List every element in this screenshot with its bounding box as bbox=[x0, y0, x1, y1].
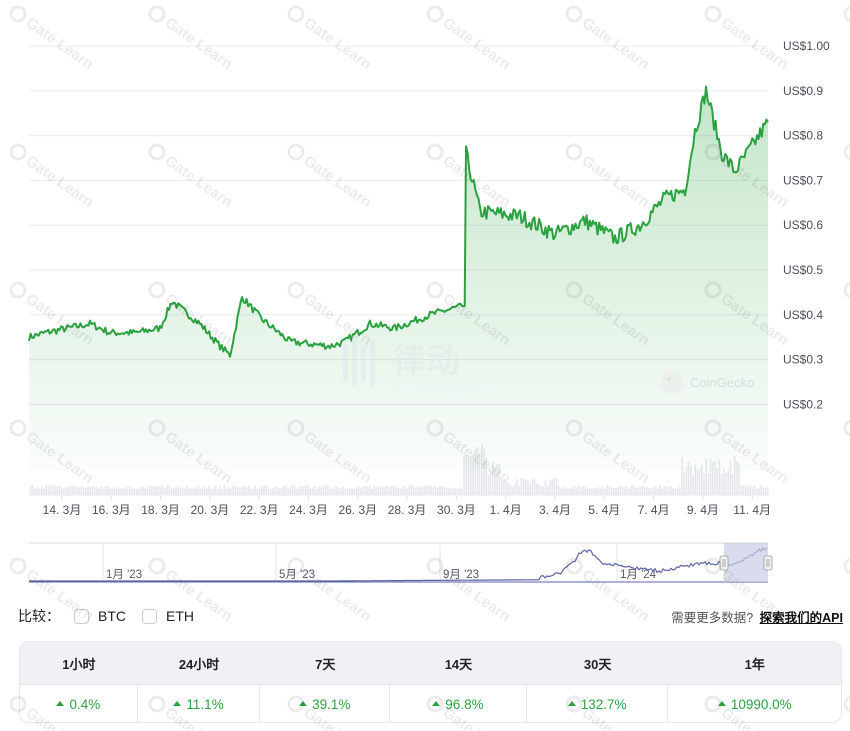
header-14d: 14天 bbox=[444, 656, 473, 672]
compare-label: 比较： bbox=[18, 608, 60, 624]
svg-text:US$0.7: US$0.7 bbox=[783, 173, 823, 187]
svg-text:30. 3月: 30. 3月 bbox=[437, 503, 476, 517]
value-30d: 132.7% bbox=[527, 685, 669, 722]
svg-text:US$0.5: US$0.5 bbox=[783, 263, 823, 277]
svg-text:28. 3月: 28. 3月 bbox=[388, 503, 427, 517]
svg-text:1月 '23: 1月 '23 bbox=[106, 569, 142, 581]
svg-text:14. 3月: 14. 3月 bbox=[43, 503, 82, 517]
navigator-handle-left[interactable] bbox=[719, 555, 729, 571]
up-arrow-icon bbox=[299, 700, 308, 706]
blockbeats-en-text: BLOCKBEATS bbox=[392, 385, 495, 397]
svg-text:US$0.3: US$0.3 bbox=[783, 353, 823, 367]
price-chart[interactable]: US$1.00 US$0.9 US$0.8 US$0.7 US$0.6 US$0.5 US$… bbox=[0, 0, 850, 590]
up-arrow-icon bbox=[56, 700, 65, 706]
header-24h: 24小时 bbox=[178, 656, 220, 672]
svg-text:22. 3月: 22. 3月 bbox=[240, 503, 279, 517]
compare-row: 比较： BTC ETH 需要更多数据? 探索我们的API bbox=[18, 604, 843, 628]
compare-eth-label: ETH bbox=[166, 608, 194, 624]
svg-text:7. 4月: 7. 4月 bbox=[638, 503, 670, 517]
svg-text:US$0.9: US$0.9 bbox=[783, 84, 823, 98]
range-navigator[interactable]: 1月 '23 5月 '23 9月 '23 1月 '24 bbox=[29, 542, 773, 583]
svg-text:1. 4月: 1. 4月 bbox=[490, 503, 522, 517]
checkbox-icon[interactable] bbox=[142, 608, 157, 624]
svg-text:US$0.2: US$0.2 bbox=[783, 397, 823, 411]
header-30d: 30天 bbox=[583, 656, 612, 672]
api-prompt-text: 需要更多数据? bbox=[671, 610, 754, 625]
svg-text:16. 3月: 16. 3月 bbox=[92, 503, 131, 517]
compare-eth-checkbox[interactable]: ETH bbox=[142, 608, 194, 624]
svg-text:3. 4月: 3. 4月 bbox=[539, 503, 571, 517]
header-7d: 7天 bbox=[315, 656, 336, 672]
coingecko-text: CoinGecko bbox=[690, 375, 754, 390]
coingecko-watermark: CoinGecko bbox=[660, 370, 754, 394]
value-1h: 0.4% bbox=[20, 685, 138, 722]
svg-text:9. 4月: 9. 4月 bbox=[687, 503, 719, 517]
svg-text:9月 '23: 9月 '23 bbox=[443, 569, 479, 581]
svg-text:5月 '23: 5月 '23 bbox=[279, 569, 315, 581]
up-arrow-icon bbox=[717, 700, 726, 706]
volume-bars bbox=[29, 444, 769, 496]
value-7d: 39.1% bbox=[260, 685, 391, 722]
value-24h: 11.1% bbox=[138, 685, 261, 722]
up-arrow-icon bbox=[173, 700, 182, 706]
price-area bbox=[29, 86, 768, 470]
svg-text:US$1.00: US$1.00 bbox=[783, 39, 830, 53]
compare-btc-checkbox[interactable]: BTC bbox=[74, 608, 126, 624]
checkbox-icon[interactable] bbox=[74, 608, 89, 624]
svg-text:US$0.8: US$0.8 bbox=[783, 129, 823, 143]
blockbeats-cn-text: 律动 bbox=[392, 342, 460, 380]
svg-text:US$0.6: US$0.6 bbox=[783, 218, 823, 232]
price-line bbox=[28, 85, 769, 358]
x-axis-labels: 14. 3月 16. 3月 18. 3月 20. 3月 22. 3月 24. 3月 26. … bbox=[43, 496, 771, 517]
svg-text:26. 3月: 26. 3月 bbox=[338, 503, 377, 517]
up-arrow-icon bbox=[432, 700, 441, 706]
compare-btc-label: BTC bbox=[98, 608, 126, 624]
svg-text:18. 3月: 18. 3月 bbox=[141, 503, 180, 517]
performance-values-row: 0.4% 11.1% 39.1% 96.8% 132.7% 10990.0% bbox=[20, 684, 841, 722]
explore-api-link[interactable]: 探索我们的API bbox=[759, 610, 843, 625]
svg-text:1月 '24: 1月 '24 bbox=[620, 569, 657, 581]
svg-text:20. 3月: 20. 3月 bbox=[191, 503, 230, 517]
svg-text:US$0.4: US$0.4 bbox=[783, 308, 823, 322]
navigator-handle-right[interactable] bbox=[763, 555, 773, 571]
performance-header-row: 1小时 24小时 7天 14天 30天 1年 bbox=[20, 642, 841, 684]
header-1h: 1小时 bbox=[62, 656, 96, 672]
api-note: 需要更多数据? 探索我们的API bbox=[671, 607, 843, 626]
value-1y: 10990.0% bbox=[668, 685, 841, 722]
y-axis-labels: US$1.00 US$0.9 US$0.8 US$0.7 US$0.6 US$0.5 US$… bbox=[783, 39, 830, 411]
blockbeats-watermark: 律动 BLOCKBEATS bbox=[343, 336, 495, 397]
svg-text:5. 4月: 5. 4月 bbox=[588, 503, 620, 517]
svg-text:11. 4月: 11. 4月 bbox=[733, 503, 771, 517]
header-1y: 1年 bbox=[744, 656, 765, 672]
performance-table: 1小时 24小时 7天 14天 30天 1年 0.4% 11.1% 39.1% … bbox=[19, 641, 842, 723]
svg-text:24. 3月: 24. 3月 bbox=[289, 503, 328, 517]
value-14d: 96.8% bbox=[390, 685, 527, 722]
up-arrow-icon bbox=[567, 700, 576, 706]
navigator-selection[interactable] bbox=[724, 543, 768, 582]
